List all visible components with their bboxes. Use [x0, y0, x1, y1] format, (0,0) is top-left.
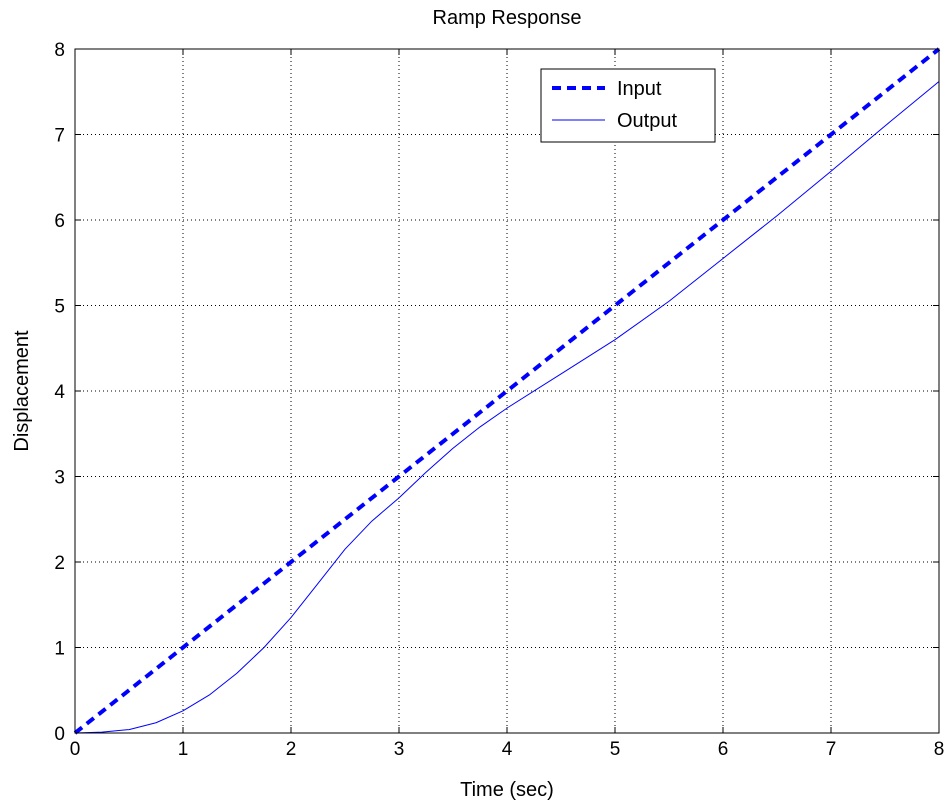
- x-axis-label: Time (sec): [460, 779, 554, 801]
- x-tick-label: 1: [178, 739, 189, 760]
- series-line-input: [73, 47, 941, 735]
- y-tick-label: 0: [54, 724, 65, 745]
- y-tick-label: 8: [54, 40, 65, 61]
- x-tick-label: 8: [934, 739, 945, 760]
- grid: [75, 49, 939, 733]
- legend-label-input: Input: [617, 78, 662, 100]
- x-tick-labels: 0 1 2 3 4 5 6 7 8: [70, 739, 945, 760]
- series-layer: [73, 47, 941, 735]
- y-tick-label: 5: [54, 297, 65, 318]
- series-line-output: [74, 81, 940, 734]
- ticks: [74, 48, 940, 734]
- chart-title: Ramp Response: [433, 7, 582, 29]
- x-tick-label: 0: [70, 739, 81, 760]
- y-axis-label: Displacement: [11, 330, 33, 452]
- legend: Input Output: [540, 68, 716, 143]
- y-tick-label: 7: [54, 126, 65, 147]
- x-tick-label: 7: [826, 739, 837, 760]
- legend-label-output: Output: [617, 110, 677, 132]
- x-tick-label: 4: [502, 739, 513, 760]
- y-tick-label: 1: [54, 639, 65, 660]
- y-tick-label: 3: [54, 468, 65, 489]
- x-tick-label: 5: [610, 739, 621, 760]
- legend-box: [540, 68, 716, 143]
- y-tick-labels: 0 1 2 3 4 5 6 7 8: [54, 40, 65, 745]
- y-tick-label: 2: [54, 553, 65, 574]
- x-tick-label: 2: [286, 739, 297, 760]
- x-tick-label: 3: [394, 739, 405, 760]
- x-tick-label: 6: [718, 739, 729, 760]
- y-tick-label: 4: [54, 382, 65, 403]
- y-tick-label: 6: [54, 211, 65, 232]
